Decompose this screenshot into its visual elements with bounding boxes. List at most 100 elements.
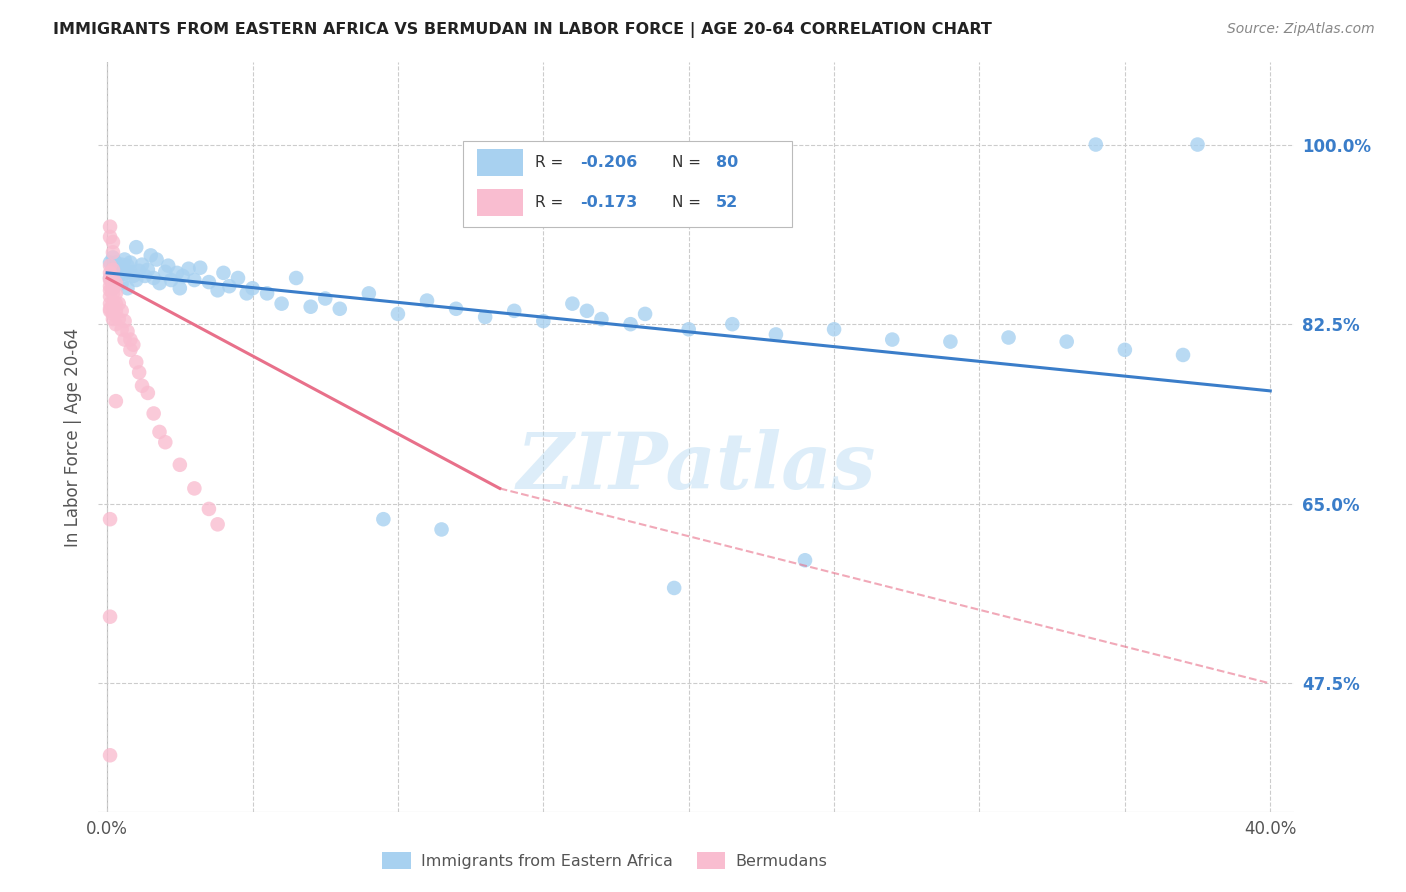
Point — [198, 275, 221, 289]
Point — [111, 322, 134, 336]
Point — [128, 264, 150, 278]
Point — [1084, 137, 1107, 152]
Point — [125, 355, 148, 369]
Point — [416, 293, 439, 308]
Point — [107, 312, 129, 326]
Point — [136, 262, 159, 277]
Point — [98, 289, 121, 303]
Point — [98, 279, 121, 293]
Point — [98, 259, 121, 273]
Point — [101, 312, 124, 326]
Point — [474, 310, 496, 324]
Point — [444, 301, 467, 316]
Point — [98, 301, 121, 316]
Text: ZIPatlas: ZIPatlas — [516, 429, 876, 505]
Point — [997, 330, 1019, 344]
Point — [591, 312, 613, 326]
Point — [662, 581, 685, 595]
Bar — [477, 189, 523, 216]
Point — [430, 523, 453, 537]
Point — [122, 337, 145, 351]
Bar — [463, 141, 792, 227]
Point — [98, 273, 121, 287]
Point — [101, 266, 124, 280]
Point — [207, 517, 229, 532]
Point — [101, 296, 124, 310]
Point — [314, 292, 336, 306]
Point — [104, 276, 127, 290]
Legend: Immigrants from Eastern Africa, Bermudans: Immigrants from Eastern Africa, Bermudan… — [375, 846, 834, 875]
Text: N =: N = — [672, 195, 706, 210]
Text: Source: ZipAtlas.com: Source: ZipAtlas.com — [1227, 22, 1375, 37]
Point — [155, 265, 177, 279]
Point — [98, 255, 121, 269]
Point — [104, 317, 127, 331]
Point — [939, 334, 962, 349]
Point — [125, 240, 148, 254]
Text: 80: 80 — [716, 154, 738, 169]
Point — [122, 268, 145, 283]
Point — [128, 366, 150, 380]
Point — [98, 219, 121, 234]
Point — [134, 268, 156, 283]
Point — [101, 262, 124, 277]
Point — [765, 327, 787, 342]
Point — [98, 303, 121, 318]
Point — [104, 303, 127, 318]
Point — [882, 333, 904, 347]
Point — [207, 283, 229, 297]
Point — [145, 252, 167, 267]
Point — [114, 333, 136, 347]
Point — [142, 271, 165, 285]
Point — [125, 273, 148, 287]
Point — [142, 407, 165, 421]
Point — [101, 271, 124, 285]
Point — [131, 258, 153, 272]
Point — [561, 296, 583, 310]
Point — [1114, 343, 1136, 357]
Point — [285, 271, 308, 285]
Point — [169, 281, 191, 295]
Point — [188, 260, 211, 275]
Text: R =: R = — [534, 195, 568, 210]
Point — [256, 286, 278, 301]
Point — [98, 609, 121, 624]
Text: R =: R = — [534, 154, 568, 169]
Point — [136, 386, 159, 401]
Point — [104, 296, 127, 310]
Point — [575, 303, 598, 318]
Point — [111, 303, 134, 318]
Point — [166, 266, 188, 280]
Point — [101, 276, 124, 290]
Point — [169, 458, 191, 472]
Point — [101, 307, 124, 321]
Text: -0.173: -0.173 — [581, 195, 637, 210]
Point — [619, 317, 641, 331]
Point — [299, 300, 322, 314]
Point — [120, 255, 142, 269]
Text: N =: N = — [672, 154, 706, 169]
Point — [114, 314, 136, 328]
Point — [183, 482, 205, 496]
Point — [172, 268, 194, 283]
Point — [107, 296, 129, 310]
Point — [1187, 137, 1209, 152]
Point — [111, 258, 134, 272]
Text: 52: 52 — [716, 195, 738, 210]
Point — [120, 265, 142, 279]
Point — [117, 259, 139, 273]
Point — [270, 296, 292, 310]
Point — [794, 553, 817, 567]
Point — [823, 322, 845, 336]
Point — [387, 307, 409, 321]
Point — [155, 435, 177, 450]
Point — [235, 286, 257, 301]
Point — [139, 248, 162, 262]
Point — [183, 273, 205, 287]
Point — [634, 307, 657, 321]
Point — [117, 324, 139, 338]
Point — [98, 748, 121, 763]
Point — [104, 255, 127, 269]
Point — [114, 252, 136, 267]
Text: -0.206: -0.206 — [581, 154, 637, 169]
